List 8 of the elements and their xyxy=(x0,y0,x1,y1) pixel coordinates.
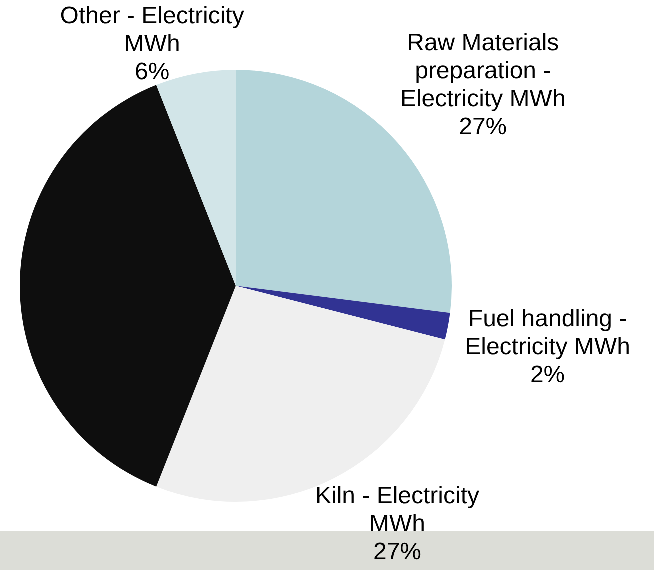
slice-label: Other - Electricity MWh xyxy=(60,2,244,58)
data-label: 2% xyxy=(530,362,566,389)
slice-label: Raw Materials preparation - Electricity MWh xyxy=(400,29,566,112)
data-label: 27% xyxy=(373,538,422,566)
slice-label: Fuel handling - Electricity MWh xyxy=(465,306,630,361)
data-label: 27% xyxy=(459,113,508,140)
slice-label: Kiln - Electricity MWh xyxy=(315,482,480,538)
data-label: 6% xyxy=(134,58,170,86)
